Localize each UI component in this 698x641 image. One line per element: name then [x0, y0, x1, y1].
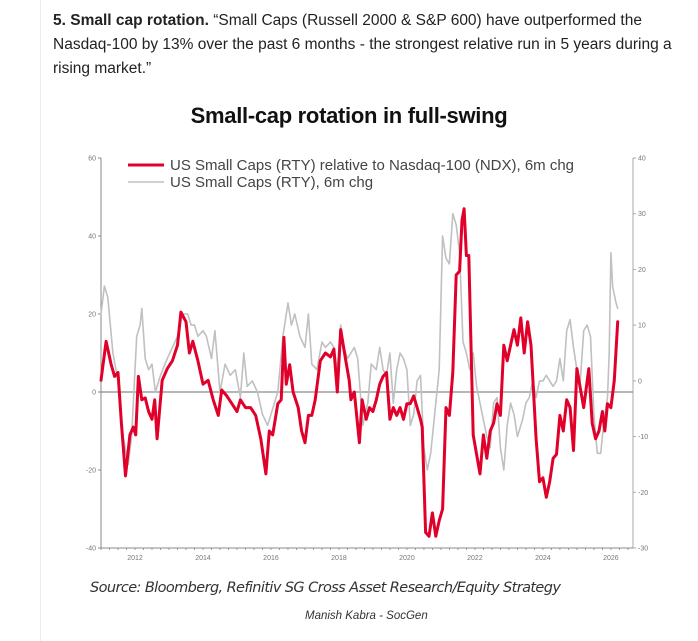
series-line-rty — [100, 212, 619, 471]
chart-source: Source: Bloomberg, Refinitiv SG Cross As… — [90, 580, 561, 596]
right-axis-tick-label: 40 — [638, 156, 646, 163]
series-line-relative — [99, 207, 620, 538]
left-axis-tick-label: 0 — [92, 390, 96, 397]
chart-legend: US Small Caps (RTY) relative to Nasdaq-1… — [128, 157, 574, 191]
article-paragraph: 5. Small cap rotation. “Small Caps (Russ… — [53, 9, 673, 81]
x-axis-tick-label: 2026 — [603, 555, 619, 562]
article-quote: “Small Caps (Russell 2000 & S&P 600) hav… — [53, 12, 672, 77]
chart-credit: Manish Kabra - SocGen — [305, 610, 428, 622]
x-axis-tick-label: 2014 — [195, 555, 211, 562]
article-heading: 5. Small cap rotation. — [53, 12, 209, 29]
legend-label-rty: US Small Caps (RTY), 6m chg — [170, 174, 373, 191]
left-axis-tick-label: -20 — [86, 468, 96, 475]
chart-axes: 60 40 20 0 -20 -40 40 30 20 10 0 -10 -20 -30 2012 2014 2… — [86, 156, 648, 563]
x-axis-tick-label: 2024 — [535, 555, 551, 562]
right-axis-tick-label: 30 — [638, 211, 646, 218]
chart-title: Small-cap rotation in full-swing — [190, 103, 508, 128]
right-axis-tick-label: 0 — [638, 378, 642, 385]
right-axis-tick-label: -30 — [638, 546, 648, 553]
right-axis-tick-label: 20 — [638, 267, 646, 274]
right-axis-tick-label: -20 — [638, 490, 648, 497]
left-axis-tick-label: 20 — [88, 312, 96, 319]
x-axis-tick-label: 2022 — [467, 555, 483, 562]
left-axis-tick-label: 60 — [88, 156, 96, 163]
x-axis-tick-label: 2020 — [399, 555, 415, 562]
right-axis-tick-label: -10 — [638, 434, 648, 441]
x-axis-tick-label: 2016 — [263, 555, 279, 562]
x-axis-tick-label: 2018 — [331, 555, 347, 562]
legend-label-relative: US Small Caps (RTY) relative to Nasdaq-1… — [170, 157, 574, 174]
left-axis-tick-label: -40 — [86, 546, 96, 553]
chart-series — [99, 207, 620, 538]
left-axis-tick-label: 40 — [88, 234, 96, 241]
page-left-border — [40, 0, 41, 641]
right-axis-tick-label: 10 — [638, 323, 646, 330]
x-axis-tick-label: 2012 — [127, 555, 143, 562]
